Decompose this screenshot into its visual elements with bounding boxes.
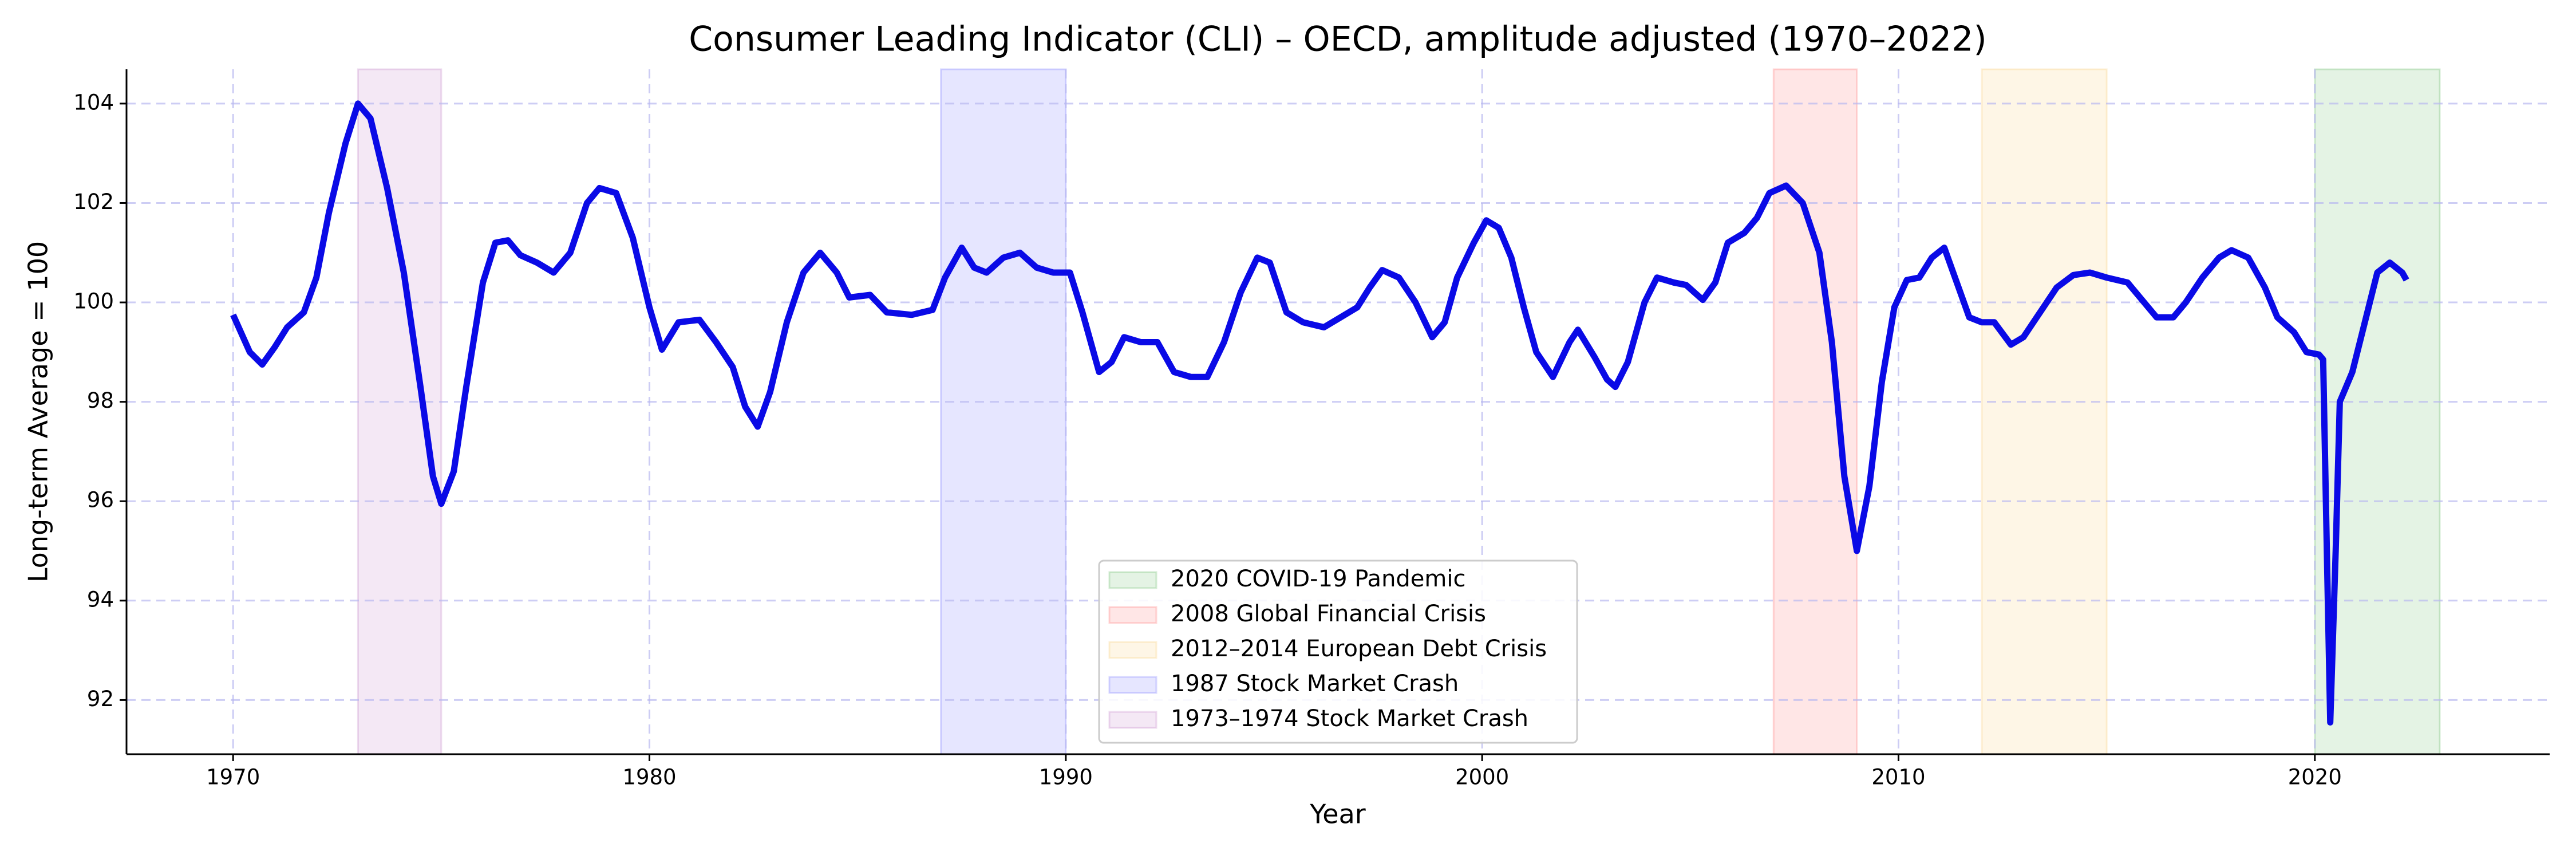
event-span [357,68,442,755]
y-tick-label: 100 [73,289,114,314]
y-tick-label: 98 [87,388,114,413]
y-tick-label: 96 [87,488,114,513]
event-span [1772,68,1858,755]
y-axis-label: Long-term Average = 100 [23,241,54,582]
x-tick-label: 1970 [206,765,260,790]
x-tick-label: 1990 [1039,765,1093,790]
legend-swatch [1108,676,1157,694]
chart-title: Consumer Leading Indicator (CLI) – OECD,… [689,19,1986,60]
legend-label: 1987 Stock Market Crash [1171,671,1459,697]
legend-swatch [1108,571,1157,589]
y-tick-label: 94 [87,587,114,612]
data-line [230,100,2409,726]
y-tick-label: 92 [87,687,114,711]
legend-label: 1973–1974 Stock Market Crash [1171,706,1528,732]
x-tick-label: 2010 [1871,765,1925,790]
x-tick-label: 2000 [1455,765,1509,790]
y-tick-label: 102 [73,190,114,214]
x-tick-label: 1980 [622,765,676,790]
event-span [940,68,1067,755]
event-span [1981,68,2108,755]
x-axis-label: Year [1309,799,1365,830]
legend-swatch [1108,641,1157,659]
legend-box [1098,559,1578,744]
legend-swatch [1108,606,1157,624]
legend-label: 2008 Global Financial Crisis [1171,601,1486,627]
legend-swatch [1108,711,1157,729]
y-tick-label: 104 [73,90,114,115]
legend-label: 2012–2014 European Debt Crisis [1171,636,1547,662]
x-tick-label: 2020 [2288,765,2342,790]
legend-label: 2020 COVID-19 Pandemic [1171,566,1466,592]
